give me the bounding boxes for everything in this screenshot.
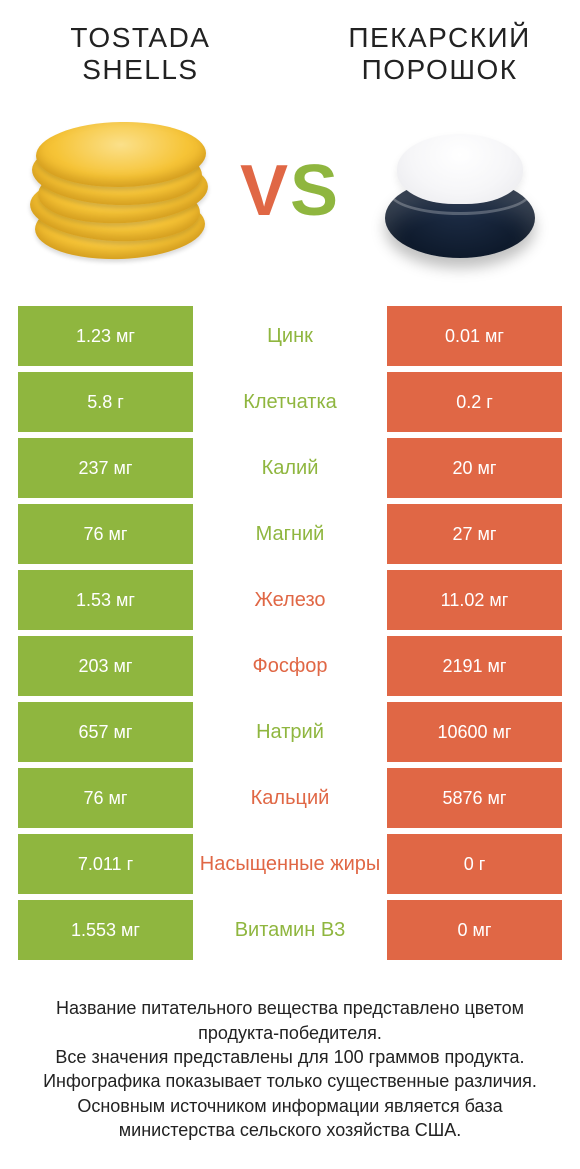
table-row: 657 мгНатрий10600 мг (18, 702, 562, 762)
nutrient-label: Витамин B3 (193, 900, 387, 960)
nutrient-label: Насыщенные жиры (193, 834, 387, 894)
nutrient-label: Фосфор (193, 636, 387, 696)
right-value: 10600 мг (387, 702, 562, 762)
left-value: 1.23 мг (18, 306, 193, 366)
table-row: 5.8 гКлетчатка0.2 г (18, 372, 562, 432)
vs-label: VS (240, 150, 340, 232)
right-value: 27 мг (387, 504, 562, 564)
left-value: 203 мг (18, 636, 193, 696)
image-row: VS (0, 86, 580, 306)
footer-line: Название питательного вещества представл… (28, 996, 552, 1045)
right-value: 20 мг (387, 438, 562, 498)
table-row: 1.53 мгЖелезо11.02 мг (18, 570, 562, 630)
nutrient-label: Цинк (193, 306, 387, 366)
footer-line: Основным источником информации является … (28, 1094, 552, 1143)
nutrient-label: Калий (193, 438, 387, 498)
nutrient-label: Клетчатка (193, 372, 387, 432)
tostada-icon (30, 116, 210, 266)
right-value: 11.02 мг (387, 570, 562, 630)
right-value: 0 г (387, 834, 562, 894)
table-row: 76 мгКальций5876 мг (18, 768, 562, 828)
table-row: 1.553 мгВитамин B30 мг (18, 900, 562, 960)
footer-line: Все значения представлены для 100 граммо… (28, 1045, 552, 1069)
right-product-title: Пекарский порошок (317, 22, 562, 86)
left-value: 76 мг (18, 768, 193, 828)
nutrient-label: Магний (193, 504, 387, 564)
left-value: 76 мг (18, 504, 193, 564)
left-product-title: Tostada Shells (18, 22, 263, 86)
nutrient-label: Железо (193, 570, 387, 630)
right-value: 0.2 г (387, 372, 562, 432)
powder-bowl-icon (375, 116, 545, 266)
vs-v: V (240, 151, 290, 231)
table-row: 76 мгМагний27 мг (18, 504, 562, 564)
table-row: 7.011 гНасыщенные жиры0 г (18, 834, 562, 894)
table-row: 203 мгФосфор2191 мг (18, 636, 562, 696)
footer-line: Инфографика показывает только существенн… (28, 1069, 552, 1093)
comparison-table: 1.23 мгЦинк0.01 мг5.8 гКлетчатка0.2 г237… (0, 306, 580, 960)
right-value: 2191 мг (387, 636, 562, 696)
right-value: 5876 мг (387, 768, 562, 828)
nutrient-label: Натрий (193, 702, 387, 762)
left-value: 1.53 мг (18, 570, 193, 630)
left-value: 7.011 г (18, 834, 193, 894)
nutrient-label: Кальций (193, 768, 387, 828)
vs-s: S (290, 151, 340, 231)
left-product-image (20, 101, 220, 281)
footer-notes: Название питательного вещества представл… (0, 966, 580, 1142)
table-row: 237 мгКалий20 мг (18, 438, 562, 498)
right-value: 0.01 мг (387, 306, 562, 366)
left-value: 657 мг (18, 702, 193, 762)
left-value: 237 мг (18, 438, 193, 498)
left-value: 5.8 г (18, 372, 193, 432)
header: Tostada Shells Пекарский порошок (0, 0, 580, 86)
left-value: 1.553 мг (18, 900, 193, 960)
table-row: 1.23 мгЦинк0.01 мг (18, 306, 562, 366)
right-product-image (360, 101, 560, 281)
right-value: 0 мг (387, 900, 562, 960)
